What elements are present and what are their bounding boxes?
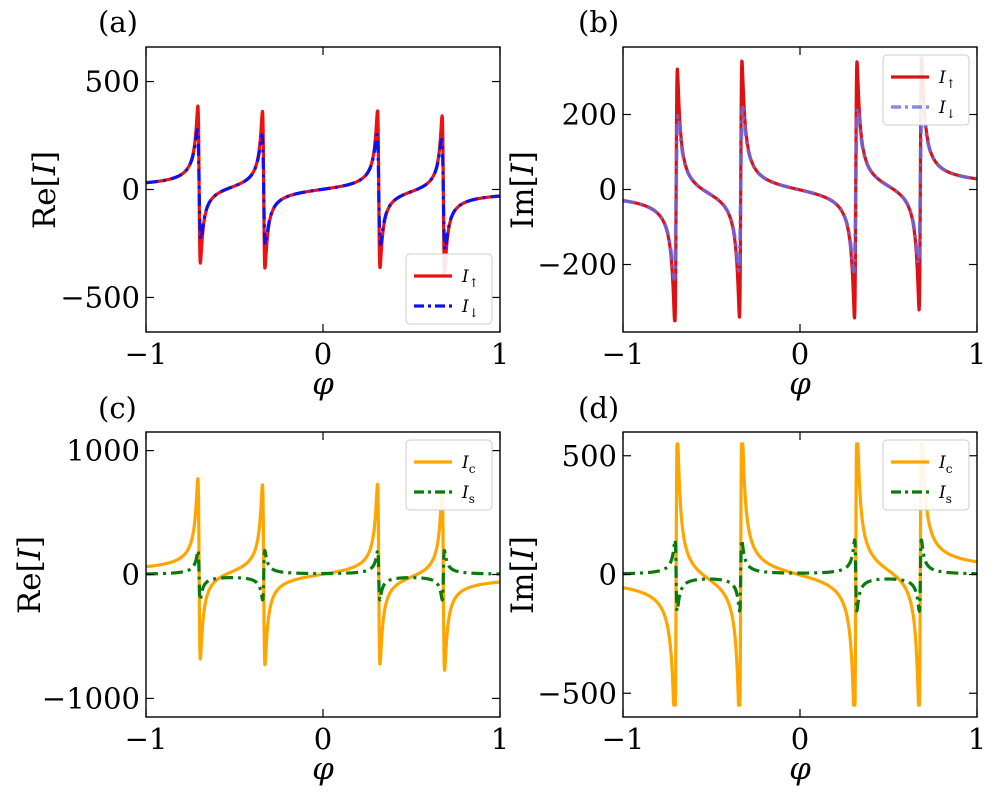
x-tick-label: −1 [125,722,168,756]
y-axis-label: Im[I] [505,151,541,229]
panel-label: (d) [578,391,619,425]
legend: Ic Is [405,439,493,511]
legend-box [405,253,493,325]
x-tick-label: 1 [968,722,986,756]
legend-label: Ic [461,453,476,476]
x-axis-label: φ [312,751,334,787]
panel-label: (a) [98,5,138,39]
y-tick-label: 0 [122,558,140,592]
x-tick-label: 0 [314,337,332,371]
x-axis-label: φ [789,751,811,787]
y-tick-label: 200 [562,98,617,132]
legend-label: Ic [938,453,953,476]
legend-label: I↑ [938,68,956,91]
x-tick-label: 0 [314,722,332,756]
x-tick-label: 1 [491,722,509,756]
x-tick-label: −1 [602,722,645,756]
y-tick-label: −200 [537,248,617,282]
x-tick-label: −1 [125,337,168,371]
x-tick-label: 0 [791,337,809,371]
legend-label: I↑ [461,267,479,290]
series-line-1 [623,98,977,281]
y-axis-label: Re[I] [12,536,48,614]
legend-label: Is [461,483,475,506]
panel-3: −1 0 1 −500 0 500 (d) φ Im[I] Ic Is [505,391,986,787]
legend-label: I↓ [938,98,956,121]
y-tick-label: 0 [599,173,617,207]
y-tick-label: 500 [562,439,617,473]
y-axis-label: Re[I] [27,151,63,229]
legend: I↑ I↓ [882,54,970,126]
y-tick-label: 1000 [66,434,140,468]
panel-0: −1 0 1 −500 0 500 (a) φ Re[I] I↑ I↓ [27,5,509,402]
series-line-1 [146,128,500,251]
y-tick-label: −1000 [42,681,140,715]
panel-1: −1 0 1 −200 0 200 (b) φ Im[I] I↑ I↓ [505,5,986,402]
legend: Ic Is [882,439,970,511]
legend-label: Is [938,483,952,506]
x-tick-label: 1 [491,337,509,371]
x-tick-label: −1 [602,337,645,371]
legend-box [882,54,970,126]
x-tick-label: 0 [791,722,809,756]
legend-box [405,439,493,511]
series-line-1 [146,548,500,602]
y-tick-label: 500 [85,65,140,99]
y-tick-label: −500 [60,280,140,314]
y-tick-label: −500 [537,676,617,710]
panel-label: (c) [98,391,137,425]
panel-2: −1 0 1 −1000 0 1000 (c) φ Re[I] Ic Is [12,391,509,787]
x-tick-label: 1 [968,337,986,371]
series-line-1 [623,538,977,613]
y-tick-label: 0 [122,173,140,207]
x-axis-label: φ [789,366,811,402]
legend: I↑ I↓ [405,253,493,325]
y-axis-label: Im[I] [505,536,541,614]
series-line-0 [623,442,977,707]
legend-box [882,439,970,511]
x-axis-label: φ [312,366,334,402]
y-tick-label: 0 [599,558,617,592]
panel-label: (b) [578,5,619,39]
legend-label: I↓ [461,297,479,320]
